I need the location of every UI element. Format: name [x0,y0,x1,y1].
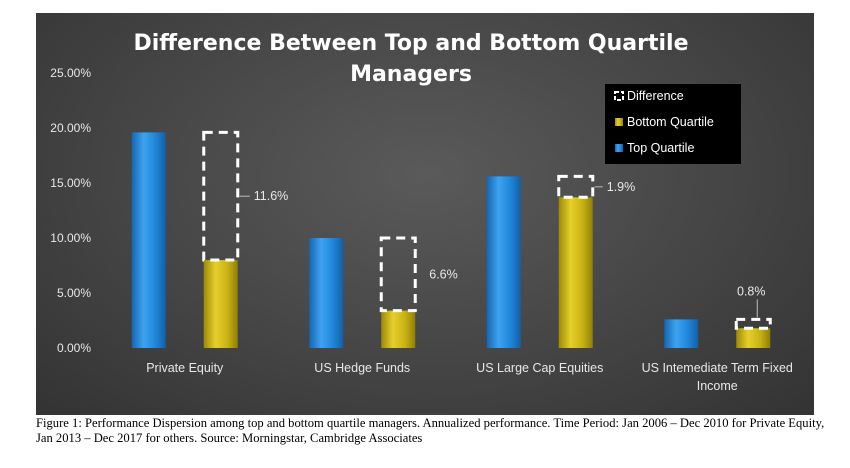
difference-box [734,317,772,330]
bar-top-quartile [486,176,521,348]
category-label: US Intemediate Term Fixed [642,361,793,375]
difference-label: 1.9% [607,180,636,194]
bar-top-quartile [131,132,166,348]
bar-bottom-quartile [558,197,593,348]
figure-caption: Figure 1: Performance Dispersion among t… [36,416,825,445]
category-label: US Hedge Funds [314,361,410,375]
y-tick-label: 15.00% [50,176,91,190]
legend-difference-swatch [614,91,624,101]
legend-label: Bottom Quartile [627,115,714,129]
y-tick-label: 10.00% [50,231,91,245]
difference-label: 0.8% [737,284,766,298]
bar-top-quartile [664,319,699,348]
bar-bottom-quartile [381,310,416,348]
difference-box [557,174,595,199]
y-tick-label: 25.00% [50,66,91,80]
difference-box [379,236,417,313]
legend-top-quartile-swatch [615,144,623,152]
difference-box [202,130,240,262]
y-tick-label: 0.00% [57,341,91,355]
legend-bottom-quartile-swatch [615,118,623,126]
legend-label: Difference [627,89,684,103]
category-label: US Large Cap Equities [476,361,603,375]
category-label: Income [697,379,738,393]
bar-bottom-quartile [203,260,238,348]
legend-box [605,84,741,164]
legend-label: Top Quartile [627,141,694,155]
bar-top-quartile [309,238,344,348]
bar-chart: Difference Between Top and Bottom Quarti… [50,31,793,393]
difference-label: 6.6% [429,267,458,281]
chart-area: Difference Between Top and Bottom Quarti… [36,13,814,415]
y-tick-label: 5.00% [57,286,91,300]
chart-title-line: Difference Between Top and Bottom Quarti… [133,31,688,56]
y-tick-label: 20.00% [50,121,91,135]
chart-title-line: Managers [350,62,472,87]
category-label: Private Equity [146,361,224,375]
difference-label: 11.6% [254,189,289,203]
bar-bottom-quartile [736,328,771,348]
